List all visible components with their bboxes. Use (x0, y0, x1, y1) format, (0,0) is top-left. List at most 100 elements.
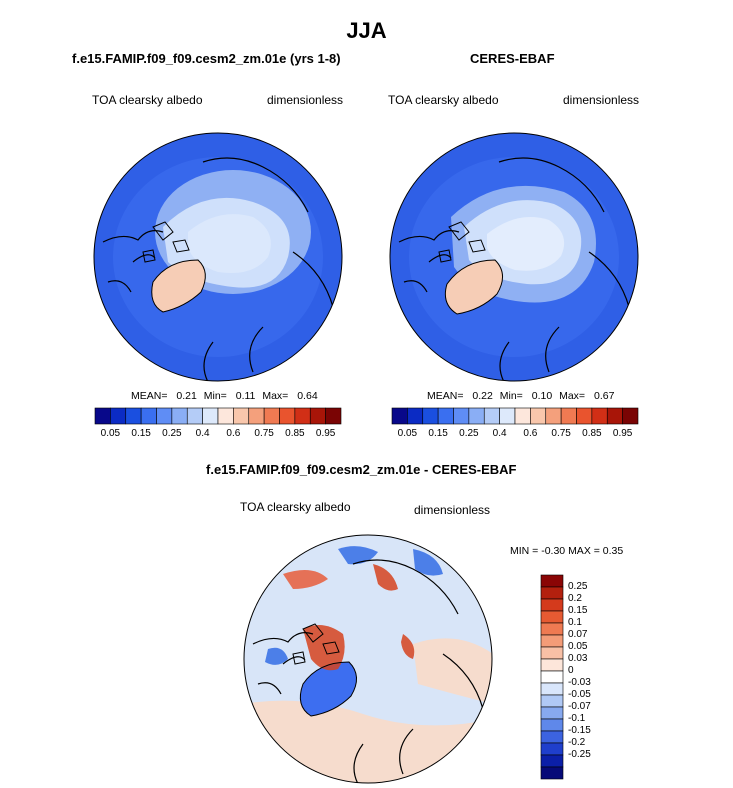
colorbar-swatch (499, 407, 516, 425)
colorbar-swatch (422, 407, 439, 425)
colorbar-swatch (545, 407, 562, 425)
colorbar-swatch (294, 407, 311, 425)
coastline-eurasia (202, 157, 334, 381)
colorbar-swatch (110, 407, 127, 425)
colorbar-swatch (186, 407, 203, 425)
colorbar-tick-label: 0.15 (428, 428, 448, 439)
greenland (445, 260, 503, 314)
colorbar-tick-label: 0.4 (195, 428, 210, 439)
diff-colorbar-tick-label: 0.25 (568, 581, 588, 592)
model-stats: MEAN= 0.21 Min= 0.11 Max= 0.64 (131, 390, 318, 402)
diff-variable-label: TOA clearsky albedo (240, 500, 351, 514)
model-colorbar (94, 407, 342, 425)
colorbar-swatch (407, 407, 424, 425)
colorbar-swatch (530, 407, 547, 425)
diff-colorbar-swatch (540, 694, 564, 708)
obs-polar-map (389, 132, 639, 382)
colorbar-tick-label: 0.85 (582, 428, 602, 439)
colorbar-swatch (94, 407, 111, 425)
diff-stats: MIN = -0.30 MAX = 0.35 (510, 545, 624, 557)
obs-stats: MEAN= 0.22 Min= 0.10 Max= 0.67 (427, 390, 614, 402)
diff-colorbar-tick-label: 0.05 (568, 641, 588, 652)
colorbar-swatch (437, 407, 454, 425)
sea-ice-core (188, 214, 271, 273)
diff-colorbar-swatch (540, 610, 564, 624)
colorbar-tick-label: 0.25 (162, 428, 182, 439)
diff-colorbar-swatch (540, 646, 564, 660)
obs-colorbar (391, 407, 639, 425)
coastline-north-america (398, 230, 460, 293)
colorbar-tick-label: 0.25 (459, 428, 479, 439)
coastline-greenland (444, 259, 503, 315)
diff-colorbar-swatch (540, 598, 564, 612)
obs-panel-title: CERES-EBAF (470, 51, 555, 66)
diff-colorbar-swatch (540, 718, 564, 732)
colorbar-swatch (233, 407, 250, 425)
coastline-north-america (102, 230, 164, 293)
colorbar-tick-label: 0.4 (492, 428, 507, 439)
colorbar-tick-label: 0.75 (551, 428, 571, 439)
diff-colorbar-swatch (540, 586, 564, 600)
diff-colorbar-swatch (540, 730, 564, 744)
positive-anomaly-alaska (283, 570, 328, 589)
diff-colorbar-tick-label: 0.1 (568, 617, 582, 628)
diff-colorbar-tick-label: -0.1 (568, 713, 586, 724)
diff-colorbar-swatch (540, 658, 564, 672)
diff-colorbar-swatch (540, 682, 564, 696)
coastline-archipelago (438, 221, 486, 263)
diff-colorbar (540, 574, 564, 780)
diff-colorbar-swatch (540, 574, 564, 588)
negative-anomaly-greenland-west (265, 647, 288, 665)
colorbar-tick-label: 0.05 (397, 428, 418, 439)
colorbar-swatch (217, 407, 234, 425)
colorbar-tick-label: 0.95 (612, 428, 633, 439)
model-variable-label: TOA clearsky albedo (92, 93, 203, 107)
diff-colorbar-swatch (540, 766, 564, 780)
diff-panel-title: f.e15.FAMIP.f09_f09.cesm2_zm.01e - CERES… (206, 462, 517, 477)
obs-mean-value: 0.22 (472, 390, 493, 402)
colorbar-tick-label: 0.75 (254, 428, 274, 439)
coastline-north-america (252, 632, 314, 695)
obs-variable-label: TOA clearsky albedo (388, 93, 499, 107)
colorbar-swatch (140, 407, 157, 425)
diff-colorbar-tick-label: -0.03 (568, 677, 591, 688)
diff-colorbar-tick-label: 0.2 (568, 593, 582, 604)
diff-colorbar-swatch (540, 706, 564, 720)
model-max-label: Max= (262, 390, 289, 402)
colorbar-swatch (263, 407, 280, 425)
diff-colorbar-swatch (540, 742, 564, 756)
colorbar-swatch (125, 407, 142, 425)
diff-colorbar-tick-label: -0.2 (568, 737, 586, 748)
coastline-archipelago (292, 623, 340, 665)
model-mean-value: 0.21 (176, 390, 197, 402)
model-mean-label: MEAN= (131, 390, 168, 402)
model-min-value: 0.11 (235, 390, 256, 402)
colorbar-swatch (453, 407, 470, 425)
colorbar-swatch (325, 407, 342, 425)
coastline-greenland (151, 259, 206, 313)
sea-ice-core (487, 217, 565, 271)
colorbar-swatch (468, 407, 485, 425)
positive-anomaly-south (244, 700, 492, 783)
coastline-eurasia (352, 559, 484, 783)
obs-mean-label: MEAN= (427, 390, 464, 402)
colorbar-tick-label: 0.6 (226, 428, 241, 439)
colorbar-swatch (248, 407, 265, 425)
colorbar-swatch (514, 407, 531, 425)
negative-anomaly-north (338, 546, 378, 565)
colorbar-swatch (606, 407, 623, 425)
diff-colorbar-tick-label: 0 (568, 665, 574, 676)
colorbar-tick-label: 0.85 (285, 428, 305, 439)
diff-units-label: dimensionless (414, 503, 491, 517)
colorbar-tick-label: 0.05 (100, 428, 121, 439)
obs-max-value: 0.67 (593, 390, 615, 402)
coastline-archipelago (142, 221, 190, 263)
diff-colorbar-tick-label: -0.25 (568, 749, 591, 760)
diff-colorbar-tick-label: 0.07 (568, 629, 588, 640)
colorbar-tick-label: 0.95 (315, 428, 336, 439)
positive-anomaly-east (413, 638, 492, 704)
model-min-label: Min= (203, 390, 227, 402)
coastline-eurasia (498, 157, 630, 381)
obs-units-label: dimensionless (563, 93, 640, 107)
diff-colorbar-swatch (540, 622, 564, 636)
